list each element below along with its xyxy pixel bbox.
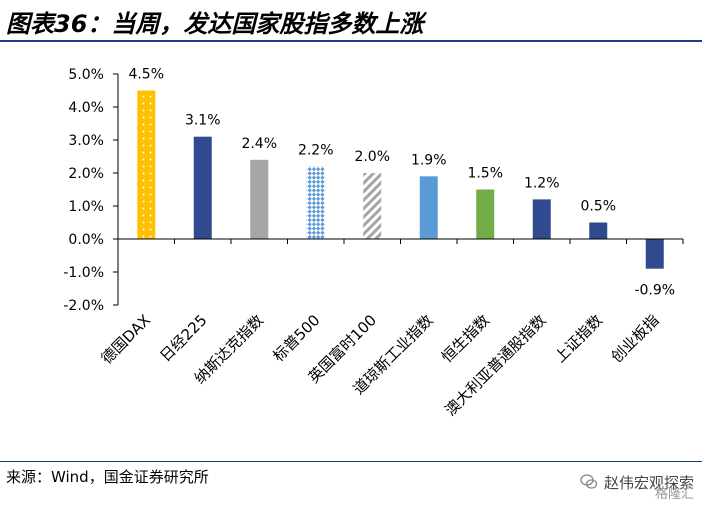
bar-10 — [645, 239, 664, 269]
title-rule — [0, 40, 702, 42]
watermark-name: 赵伟宏观探索 — [603, 473, 694, 492]
data-label: 4.5% — [128, 67, 164, 83]
x-category-label: 创业板指 — [607, 311, 662, 366]
y-tick-label: -2.0% — [63, 298, 104, 314]
watermark-sub: 格隆汇 — [654, 487, 694, 502]
footer-rule — [0, 461, 702, 462]
chart-area: 5.0% 4.0% 3.0% 2.0% 1.0% 0.0% -1.0% -2.0% 4.5% 3… — [0, 44, 702, 456]
bar-9 — [589, 222, 608, 239]
x-category-label: 上证指数 — [551, 311, 606, 366]
bars: 4.5% 3.1% 2.4% 2.2% 2.0% 1.9% 1.5% 1.2% 0.5% -0.9… — [128, 67, 675, 299]
y-tick-label: 0.0% — [68, 232, 104, 248]
bar-8 — [532, 199, 551, 239]
x-category-label: 澳大利亚普通股指数 — [441, 311, 549, 419]
figure-title: 图表36：当周，发达国家股指多数上涨 — [6, 10, 424, 38]
y-tick-label: 4.0% — [68, 100, 104, 116]
x-category-label: 德国DAX — [98, 311, 154, 367]
bar-3 — [250, 159, 269, 239]
data-label: 2.0% — [354, 149, 390, 165]
y-tick-label: 3.0% — [68, 133, 104, 149]
figure-header: 图表36：当周，发达国家股指多数上涨 — [0, 0, 702, 46]
bar-7 — [476, 189, 495, 239]
data-label: 2.4% — [241, 136, 277, 152]
data-label: 3.1% — [185, 113, 221, 129]
x-category-label: 标普500 — [269, 311, 323, 365]
bar-chart: 5.0% 4.0% 3.0% 2.0% 1.0% 0.0% -1.0% -2.0% 4.5% 3… — [63, 67, 684, 419]
y-tick-label: 1.0% — [68, 199, 104, 215]
y-tick-label: -1.0% — [63, 265, 104, 281]
bar-6 — [419, 176, 438, 239]
x-category-label: 日经225 — [156, 311, 210, 365]
y-tick-label: 2.0% — [68, 166, 104, 182]
data-label: 1.2% — [524, 175, 560, 191]
data-label: 1.5% — [467, 166, 503, 182]
bar-5 — [363, 173, 382, 239]
data-label: 1.9% — [411, 152, 447, 168]
watermark: 赵伟宏观探索 — [580, 463, 694, 501]
x-category-label: 恒生指数 — [438, 311, 493, 366]
data-label: -0.9% — [634, 283, 675, 299]
bar-4 — [306, 166, 325, 239]
bar-2 — [193, 136, 212, 239]
y-axis: 5.0% 4.0% 3.0% 2.0% 1.0% 0.0% -1.0% -2.0% — [63, 67, 119, 314]
bar-1 — [137, 90, 156, 239]
y-tick-label: 5.0% — [68, 67, 104, 83]
data-label: 0.5% — [580, 199, 616, 215]
wechat-icon — [580, 474, 598, 489]
source-note: 来源：Wind，国金证券研究所 — [6, 468, 209, 486]
data-label: 2.2% — [298, 142, 334, 158]
